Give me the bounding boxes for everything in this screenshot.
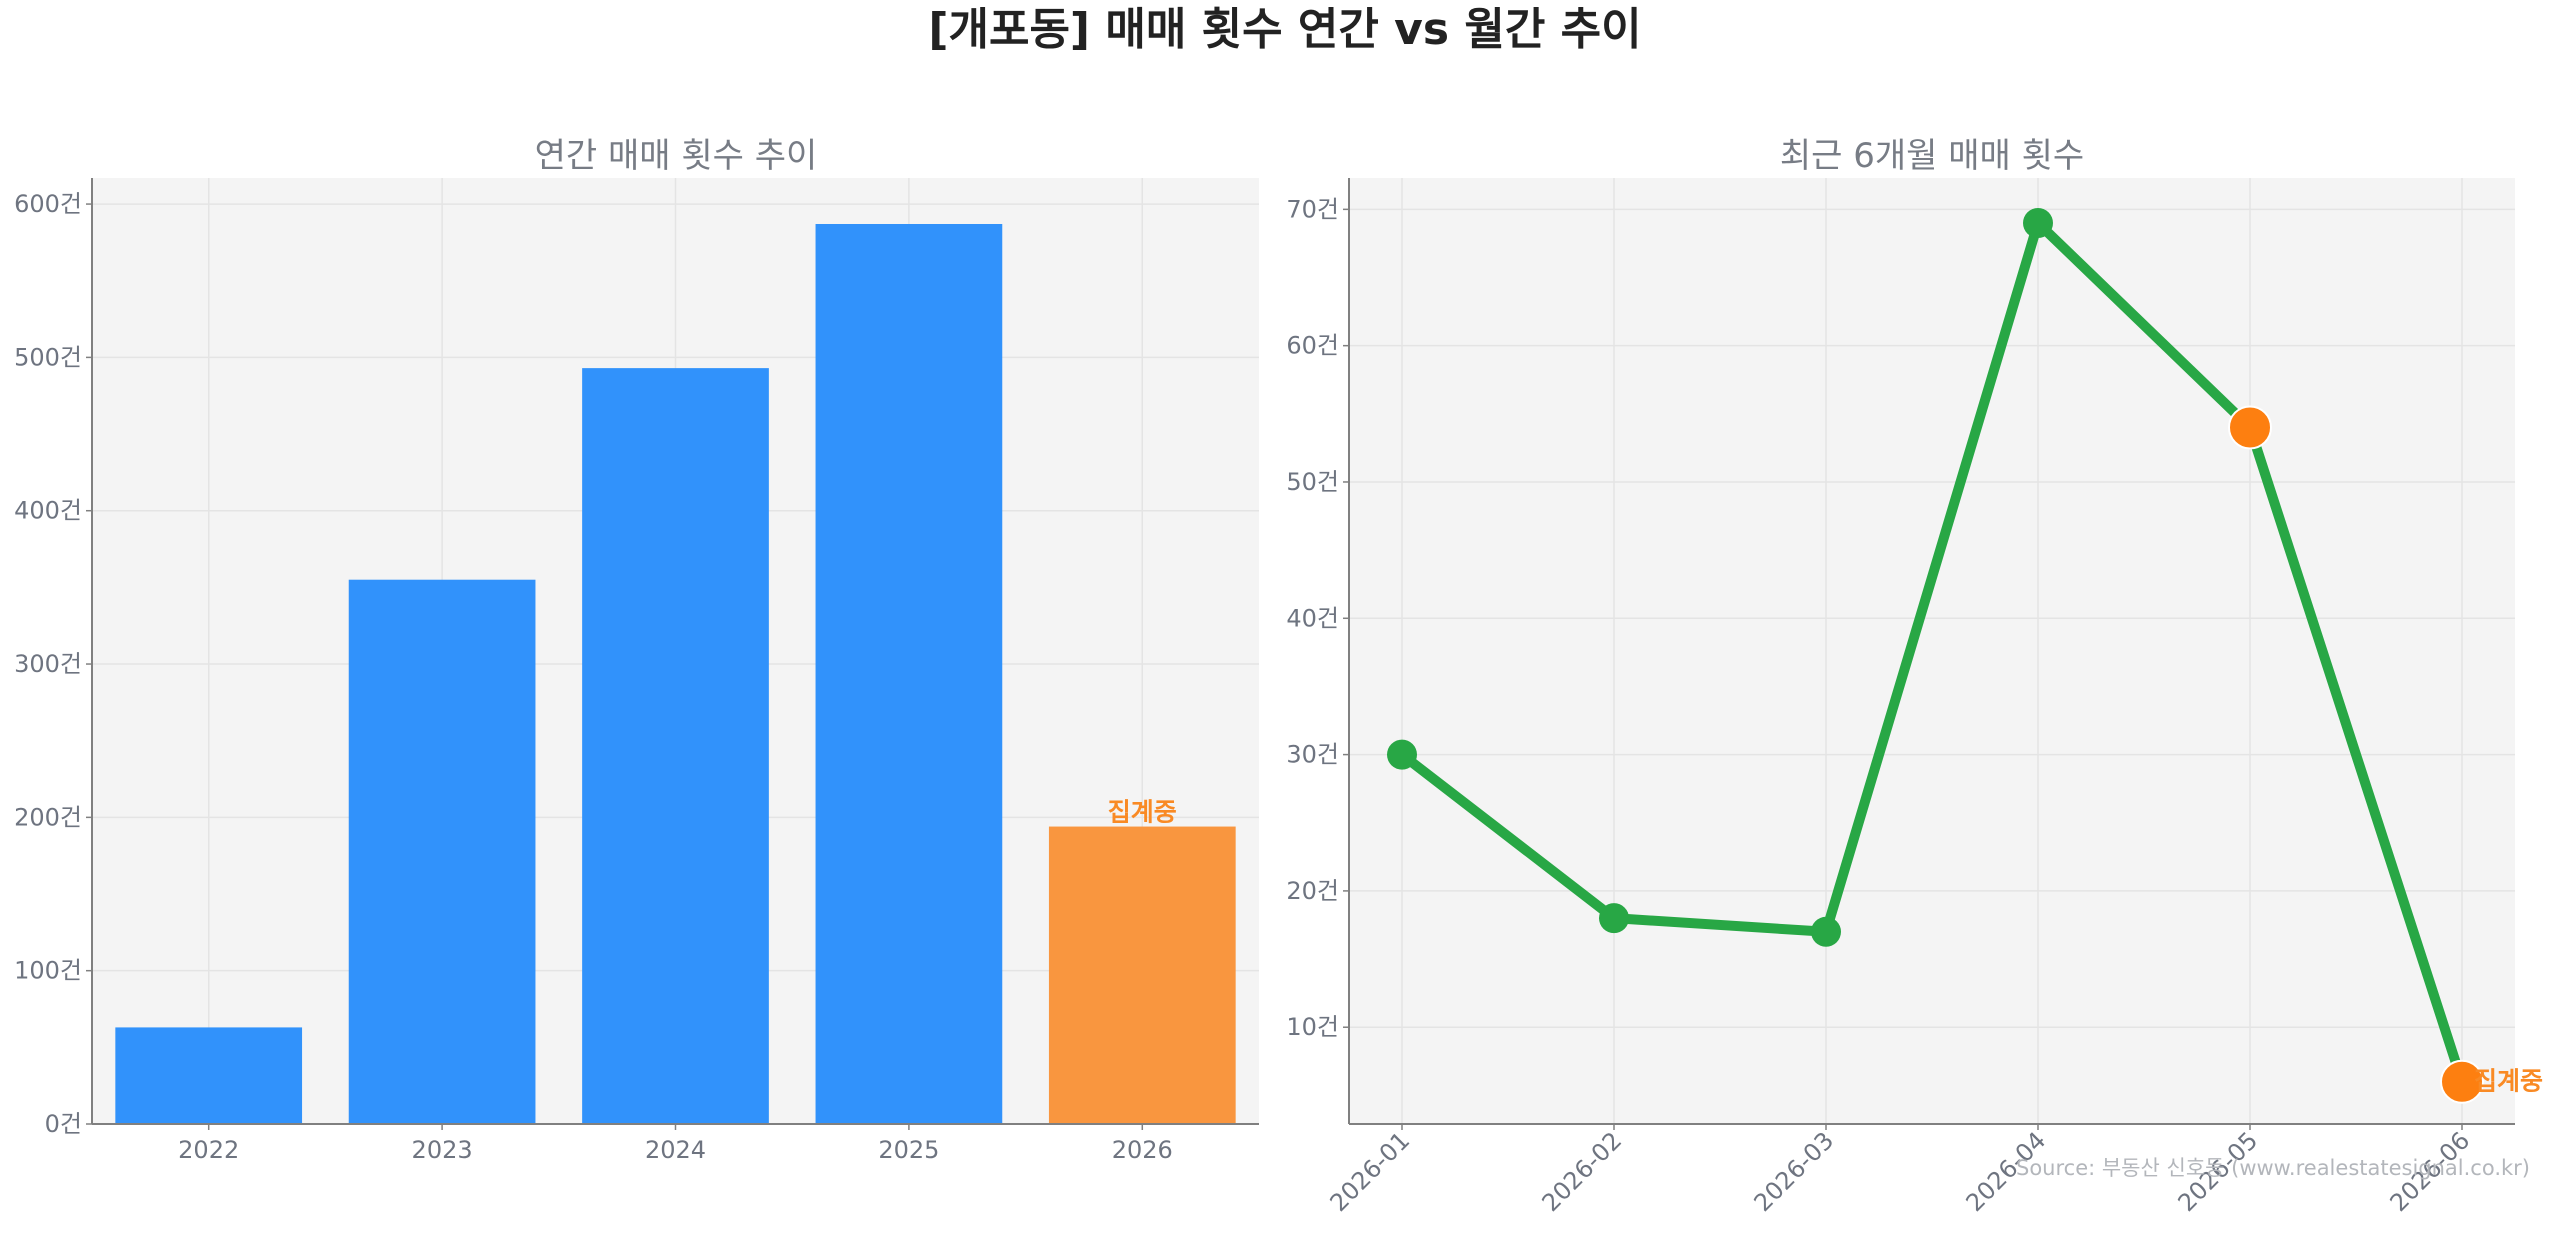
bar-2024 [582,368,769,1124]
line-y-tick-label: 40건 [1286,604,1339,632]
bar-x-tick-label: 2023 [412,1136,473,1164]
bar-y-tick-label: 200건 [14,803,82,831]
annual-bar-chart: 연간 매매 횟수 추이 집계중 0건 100건 200건 300건 400건 500건 60… [14,136,1259,1164]
line-y-tick-label: 50건 [1286,468,1339,496]
monthly-line-chart: 최근 6개월 매매 횟수 집계중 10건 20건 30건 40건 50건 60건 70건 2… [1286,136,2543,1217]
bar-partial-label: 집계중 [1108,798,1177,827]
line-gridlines [1349,178,2515,1124]
line-point-2026-04 [2023,207,2053,238]
bar-y-tick-label: 300건 [14,650,82,678]
line-y-tick-label: 30건 [1286,741,1339,769]
bar-y-tick-label: 400건 [14,497,82,525]
line-partial-label: 집계중 [2474,1067,2543,1096]
bar-series: 집계중 [115,223,1236,1124]
bar-y-tick-label: 100건 [14,957,82,985]
bar-2026 [1048,826,1236,1124]
bar-x-tick-label: 2026 [1112,1136,1173,1164]
line-y-tick-labels: 10건 20건 30건 40건 50건 60건 70건 [1286,195,1349,1041]
bar-x-tick-label: 2025 [878,1136,939,1164]
bar-x-tick-label: 2024 [645,1136,706,1164]
bar-2025 [815,223,1003,1124]
line-y-tick-label: 60건 [1286,332,1339,360]
line-axes [1348,178,2515,1125]
bar-y-tick-label: 500건 [14,343,82,371]
line-point-2026-01 [1387,739,1417,770]
bar-2023 [348,579,536,1124]
line-series-path [1397,217,2467,1087]
bar-x-tick-labels: 2022 2023 2024 2025 2026 [178,1124,1173,1164]
line-point-2026-02 [1599,903,1629,934]
line-series: 집계중 [1387,207,2543,1104]
source-note: Source: 부동산 신호등 (www.realestatesignal.co… [2016,1156,2530,1180]
line-x-tick-label: 2026-01 [1325,1126,1416,1217]
bar-y-tick-labels: 0건 100건 200건 300건 400건 500건 600건 [14,190,92,1138]
bar-y-tick-label: 0건 [45,1110,82,1138]
line-point-2026-05 [2228,405,2272,450]
line-x-tick-label: 2026-02 [1537,1126,1628,1217]
line-y-tick-label: 70건 [1286,195,1339,223]
bar-chart-title: 연간 매매 횟수 추이 [535,136,818,176]
bar-x-tick-label: 2022 [178,1136,239,1164]
line-y-tick-label: 20건 [1286,877,1339,905]
line-point-2026-03 [1811,916,1841,947]
line-plot-area [1349,178,2515,1124]
figure-title: [개포동] 매매 횟수 연간 vs 월간 추이 [928,4,1641,55]
line-y-tick-label: 10건 [1286,1013,1339,1041]
line-point-2026-06 [2440,1059,2484,1104]
bar-2022 [115,1027,303,1124]
line-chart-title: 최근 6개월 매매 횟수 [1780,136,2084,176]
line-x-tick-label: 2026-03 [1749,1126,1840,1217]
bar-y-tick-label: 600건 [14,190,82,218]
